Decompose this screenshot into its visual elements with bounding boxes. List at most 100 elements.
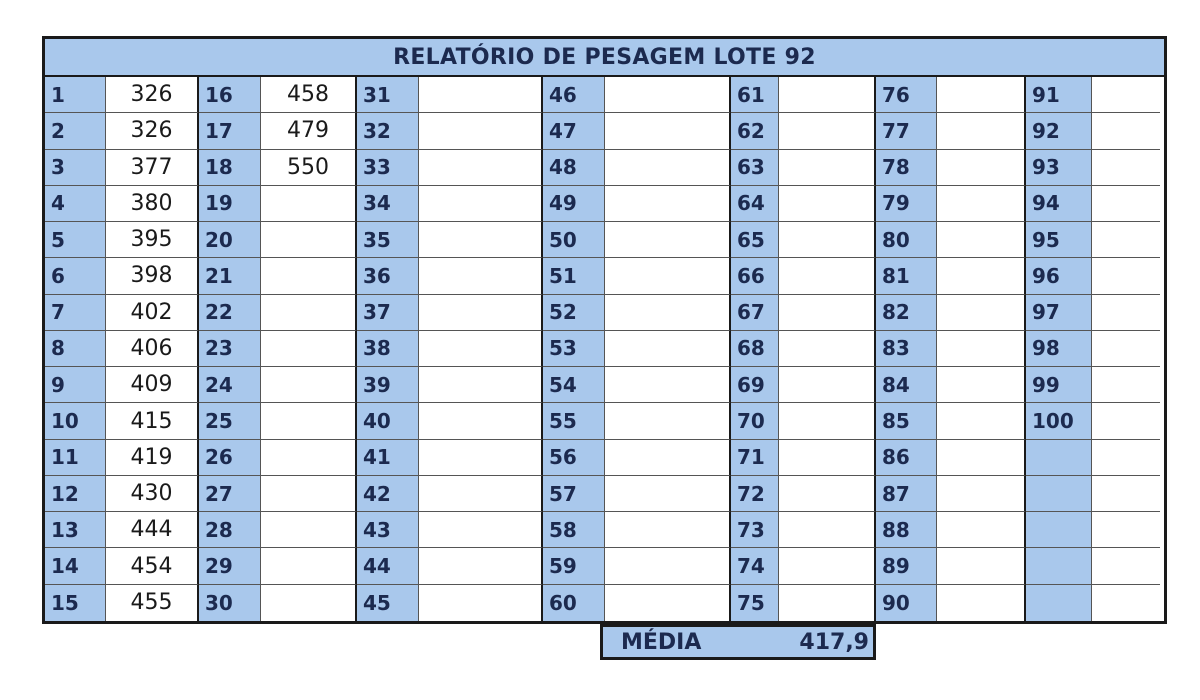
weight-value-cell (605, 584, 731, 621)
lot-number-cell: 92 (1026, 113, 1092, 150)
weight-value-cell (261, 439, 357, 476)
lot-number-cell (1026, 512, 1092, 549)
lot-number-cell: 48 (543, 149, 605, 186)
weight-value-cell (937, 512, 1026, 549)
lot-number-cell: 10 (45, 403, 106, 440)
weight-value-cell: 444 (106, 512, 199, 549)
weight-value-cell (605, 403, 731, 440)
lot-number-cell: 56 (543, 439, 605, 476)
lot-number-cell: 45 (357, 584, 419, 621)
weight-value-cell: 419 (106, 439, 199, 476)
lot-number-cell: 36 (357, 258, 419, 295)
lot-number-cell: 17 (199, 113, 261, 150)
weight-value-cell (261, 548, 357, 585)
weight-value-cell (1092, 149, 1160, 186)
weight-value-cell (937, 222, 1026, 259)
lot-number-cell (1026, 584, 1092, 621)
lot-number-cell: 19 (199, 185, 261, 223)
weight-value-cell (937, 475, 1026, 513)
weight-value-cell: 406 (106, 330, 199, 368)
lot-number-cell: 29 (199, 548, 261, 585)
weight-value-cell (779, 149, 876, 186)
weight-value-cell (937, 185, 1026, 223)
lot-number-cell: 1 (45, 77, 106, 114)
weight-value-cell (605, 367, 731, 404)
lot-number-cell: 50 (543, 222, 605, 259)
lot-number-cell: 3 (45, 149, 106, 186)
lot-number-cell: 59 (543, 548, 605, 585)
lot-number-cell: 81 (876, 258, 937, 295)
weight-value-cell (779, 367, 876, 404)
lot-number-cell: 49 (543, 185, 605, 223)
lot-number-cell: 33 (357, 149, 419, 186)
lot-number-cell: 62 (731, 113, 779, 150)
weight-value-cell (779, 113, 876, 150)
weight-value-cell (261, 294, 357, 331)
lot-number-cell: 83 (876, 330, 937, 368)
weight-value-cell (419, 185, 543, 223)
lot-number-cell: 93 (1026, 149, 1092, 186)
weight-value-cell (1092, 185, 1160, 223)
weighing-grid: 1 326 2 326 3 377 4 380 5 395 6 398 7 402 8 406 9 409 10 41… (45, 77, 1164, 621)
lot-number-cell: 41 (357, 439, 419, 476)
lot-number-cell: 67 (731, 294, 779, 331)
weight-value-cell (937, 258, 1026, 295)
weight-value-cell: 458 (261, 77, 357, 114)
weight-value-cell (419, 294, 543, 331)
weight-value-cell: 454 (106, 548, 199, 585)
weight-value-cell (937, 439, 1026, 476)
weight-value-cell (1092, 258, 1160, 295)
lot-number-cell: 65 (731, 222, 779, 259)
lot-number-cell: 68 (731, 330, 779, 368)
lot-number-cell: 14 (45, 548, 106, 585)
lot-number-cell: 61 (731, 77, 779, 114)
lot-number-cell: 76 (876, 77, 937, 114)
weight-value-cell (605, 294, 731, 331)
weight-value-cell (1092, 294, 1160, 331)
weight-value-cell (937, 403, 1026, 440)
weight-value-cell (261, 258, 357, 295)
lot-number-cell: 5 (45, 222, 106, 259)
weight-value-cell: 550 (261, 149, 357, 186)
weight-value-cell (605, 475, 731, 513)
lot-number-cell: 72 (731, 475, 779, 513)
lot-number-cell: 40 (357, 403, 419, 440)
lot-number-cell: 6 (45, 258, 106, 295)
lot-number-cell (1026, 475, 1092, 513)
weight-value-cell (937, 367, 1026, 404)
weight-value-cell (419, 548, 543, 585)
lot-number-cell: 37 (357, 294, 419, 331)
weight-value-cell (605, 222, 731, 259)
weight-value-cell (779, 548, 876, 585)
weight-value-cell: 395 (106, 222, 199, 259)
weight-value-cell (605, 439, 731, 476)
weight-value-cell (1092, 512, 1160, 549)
lot-number-cell: 97 (1026, 294, 1092, 331)
weight-value-cell (605, 512, 731, 549)
weight-value-cell (779, 294, 876, 331)
weight-value-cell (419, 367, 543, 404)
lot-number-cell: 89 (876, 548, 937, 585)
lot-number-cell: 21 (199, 258, 261, 295)
weight-value-cell (261, 222, 357, 259)
weight-value-cell (1092, 222, 1160, 259)
weight-value-cell (779, 584, 876, 621)
weight-value-cell (1092, 113, 1160, 150)
lot-number-cell: 44 (357, 548, 419, 585)
lot-number-cell: 25 (199, 403, 261, 440)
weight-value-cell (1092, 475, 1160, 513)
weight-value-cell (419, 113, 543, 150)
weight-value-cell (419, 77, 543, 114)
weight-value-cell (937, 330, 1026, 368)
lot-number-cell: 4 (45, 185, 106, 223)
lot-number-cell: 75 (731, 584, 779, 621)
lot-number-cell: 64 (731, 185, 779, 223)
lot-number-cell: 98 (1026, 330, 1092, 368)
weight-value-cell: 479 (261, 113, 357, 150)
weight-value-cell (937, 584, 1026, 621)
weight-value-cell (419, 439, 543, 476)
weight-value-cell (605, 149, 731, 186)
lot-number-cell: 54 (543, 367, 605, 404)
lot-number-cell: 12 (45, 475, 106, 513)
lot-number-cell: 42 (357, 475, 419, 513)
